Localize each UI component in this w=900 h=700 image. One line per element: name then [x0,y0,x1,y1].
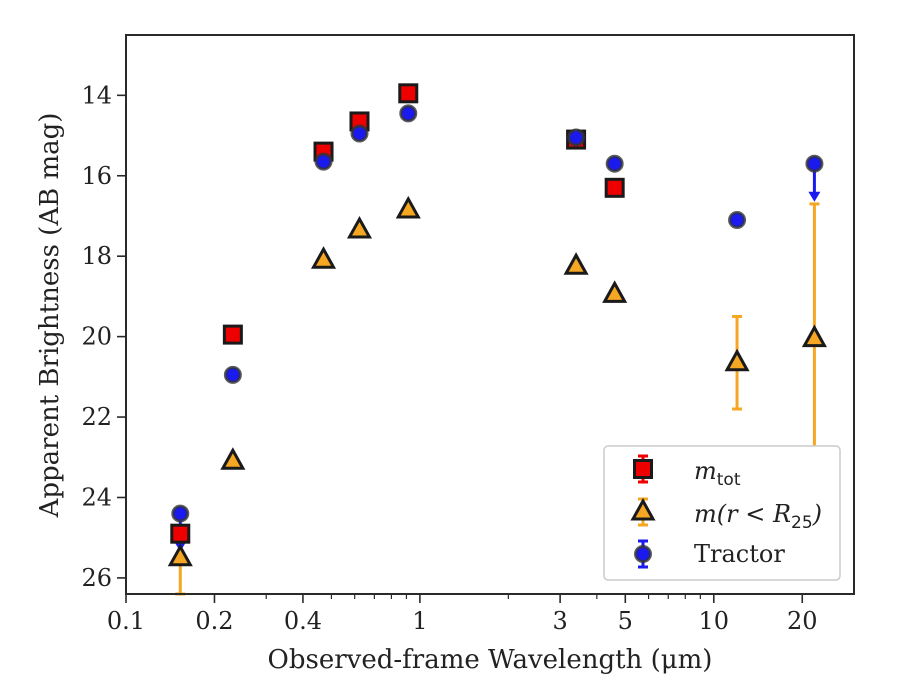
y-tick-label: 20 [81,323,112,351]
point-tractor [805,154,824,173]
legend-box [603,445,841,581]
point-tractor [567,128,586,147]
y-tick-label: 18 [81,242,112,270]
point-mr25 [346,215,373,239]
upper-limit-arrow-head [808,191,821,202]
point-tractor [605,154,624,173]
point-mr25 [563,252,589,275]
x-tick-label: 3 [552,607,567,635]
legend-marker-mr25 [630,497,656,521]
x-tick-label: 0.2 [195,607,233,635]
x-tick-label: 0.1 [107,607,145,635]
legend-markers [630,454,656,569]
plot-frame [125,34,855,595]
legend: mtot m(r < R25) Tractor [603,445,841,581]
point-tractor [399,104,418,123]
y-axis: 14 16 18 20 22 24 26 [81,81,126,592]
y-tick-label: 22 [81,403,112,431]
point-tractor [171,504,190,523]
point-mtot [222,324,243,345]
x-axis: 0.1 0.2 0.4 1 3 5 10 20 [107,594,818,635]
x-tick-label: 0.4 [284,607,322,635]
point-mr25 [395,195,421,219]
y-tick-label: 14 [81,81,112,109]
y-tick-label: 26 [81,564,112,592]
point-mr25 [310,246,337,269]
point-mr25 [167,543,193,567]
legend-label-tractor: Tractor [694,540,785,568]
x-tick-label: 10 [699,607,730,635]
y-tick-label: 24 [81,483,112,511]
point-mr25 [801,324,827,348]
legend-label-mtot: mtot [694,457,741,490]
y-axis-label: Apparent Brightness (AB mag) [35,113,65,519]
point-mr25 [724,348,750,372]
y-tick-label: 16 [81,162,112,190]
point-mr25 [220,447,246,470]
x-tick-label: 1 [412,607,427,635]
legend-label-mr25: m(r < R25) [694,500,822,533]
point-tractor [350,124,369,143]
plot-marks [167,83,827,596]
x-axis-label: Observed-frame Wavelength (μm) [268,645,713,675]
point-mr25 [602,280,628,303]
point-mtot [170,523,191,544]
legend-marker-tractor [634,545,652,563]
point-tractor [314,152,333,171]
point-tractor [223,365,242,384]
point-tractor [728,210,747,229]
point-mtot [398,83,419,104]
legend-marker-mtot [633,459,653,479]
point-mtot [604,177,625,198]
x-tick-label: 20 [787,607,818,635]
x-tick-label: 5 [618,607,633,635]
